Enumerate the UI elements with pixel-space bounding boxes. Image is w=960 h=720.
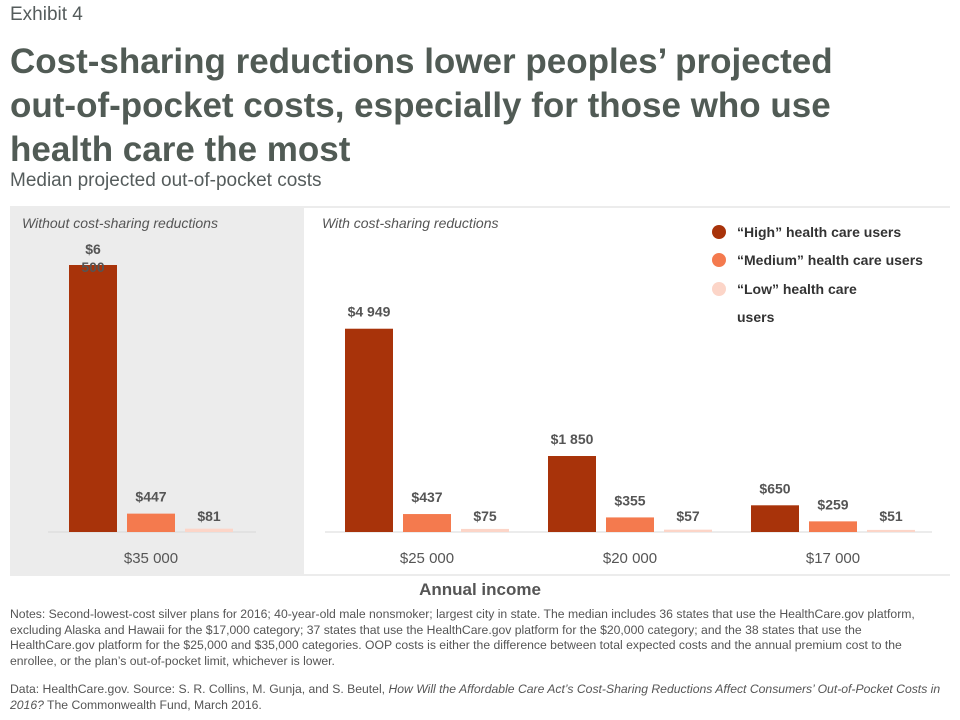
bar-high-2 [548, 456, 596, 532]
category-label: $17 000 [806, 550, 860, 567]
data-source-suffix: The Commonwealth Fund, March 2016. [43, 697, 262, 712]
legend-swatch [712, 225, 726, 239]
value-label: $75 [473, 508, 497, 524]
value-label: 500 [81, 259, 105, 275]
chart-panel-with-csr [304, 208, 950, 574]
value-label: $447 [135, 489, 166, 505]
category-label: $35 000 [124, 550, 178, 567]
value-label: $259 [817, 496, 848, 512]
data-source-title: How Will the Affordable Care Act’s Cost-… [10, 682, 941, 712]
category-label: $25 000 [400, 550, 454, 567]
value-label: $81 [197, 508, 221, 524]
bar-medium-2 [606, 517, 654, 532]
value-label: $355 [614, 492, 645, 508]
value-label: $6 [85, 241, 101, 257]
value-label: $51 [879, 508, 903, 524]
legend-label: “Low” health care [737, 281, 857, 297]
legend-label: “High” health care users [737, 224, 901, 240]
value-label: $437 [411, 489, 442, 505]
legend-label: users [737, 309, 775, 325]
exhibit-label: Exhibit 4 [10, 4, 83, 25]
value-label: $650 [759, 480, 790, 496]
chart-title: Cost-sharing reductions lower peoples’ p… [10, 42, 833, 169]
bar-medium-3 [809, 521, 857, 532]
bar-medium-1 [403, 514, 451, 532]
notes-text: Notes: Second-lowest-cost silver plans f… [10, 607, 915, 668]
bar-low-3 [867, 529, 915, 532]
value-label: $4 949 [348, 304, 391, 320]
bar-high-1 [345, 328, 393, 532]
bar-high-0 [69, 265, 117, 532]
value-label: $1 850 [551, 431, 594, 447]
x-axis-title: Annual income [419, 580, 541, 599]
legend-swatch [712, 282, 726, 296]
panel-label-with-csr: With cost-sharing reductions [322, 215, 499, 231]
legend-swatch [712, 253, 726, 267]
data-source-text: Data: HealthCare.gov. Source: S. R. Coll… [10, 682, 945, 713]
panel-label-without-csr: Without cost-sharing reductions [22, 215, 218, 231]
bar-high-3 [751, 505, 799, 532]
bar-low-1 [461, 528, 509, 532]
value-label: $57 [676, 508, 700, 524]
category-label: $20 000 [603, 550, 657, 567]
bar-low-0 [185, 528, 233, 532]
data-source-prefix: Data: HealthCare.gov. Source: S. R. Coll… [10, 682, 389, 696]
legend-label: “Medium” health care users [737, 252, 923, 268]
chart-subtitle: Median projected out-of-pocket costs [10, 170, 322, 191]
bar-medium-0 [127, 513, 175, 532]
bar-low-2 [664, 529, 712, 532]
